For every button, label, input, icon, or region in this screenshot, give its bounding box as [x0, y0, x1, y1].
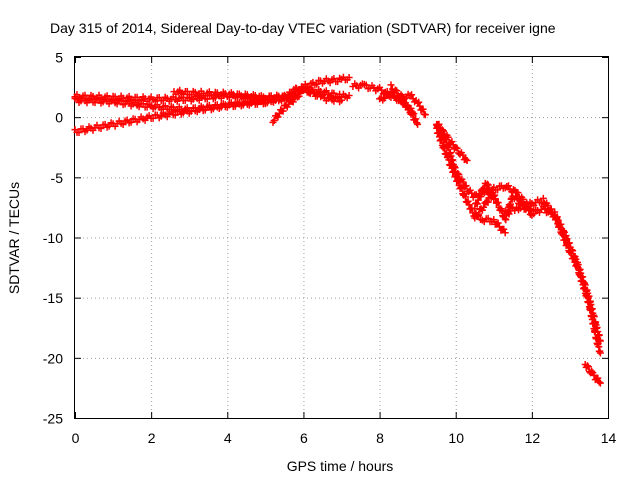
series-arc-16 [551, 208, 604, 345]
marker-cluster [581, 361, 604, 387]
x-tick-label: 10 [448, 430, 464, 446]
y-tick-label: 5 [55, 50, 63, 66]
y-tick-label: -5 [51, 170, 64, 186]
y-tick-labels: 5 0 -5 -10 -15 -20 -25 [43, 50, 63, 427]
x-tick-labels: 0 2 4 6 8 10 12 14 [72, 430, 617, 446]
series-arc-17 [581, 361, 604, 387]
marker-cluster [433, 120, 471, 164]
x-tick-label: 14 [601, 430, 617, 446]
series-arc-9 [387, 81, 429, 119]
y-tick-label: 0 [55, 110, 63, 126]
y-tick-label: -10 [43, 230, 63, 246]
x-tick-label: 4 [224, 430, 232, 446]
marker-cluster [288, 83, 345, 106]
chart-title: Day 315 of 2014, Sidereal Day-to-day VTE… [50, 20, 556, 36]
series-arc-6 [288, 83, 345, 106]
y-axis-label: SDTVAR / TECUs [6, 182, 22, 294]
y-tick-label: -20 [43, 350, 63, 366]
series-arc-12 [433, 120, 471, 164]
x-tick-label: 0 [72, 430, 80, 446]
marker-cluster [551, 208, 604, 345]
x-tick-label: 6 [300, 430, 308, 446]
x-tick-label: 8 [376, 430, 384, 446]
y-tick-label: -25 [43, 411, 63, 427]
series-arc-8 [376, 88, 422, 128]
y-tick-label: -15 [43, 290, 63, 306]
x-tick-label: 12 [525, 430, 541, 446]
x-tick-label: 2 [148, 430, 156, 446]
data-marks [71, 73, 604, 387]
marker-cluster [501, 194, 604, 357]
plot-frame [74, 56, 609, 419]
x-axis-label: GPS time / hours [287, 458, 394, 474]
grid [75, 57, 608, 418]
series-arc-15 [501, 194, 604, 357]
marker-cluster [387, 81, 429, 119]
marker-cluster [376, 88, 422, 128]
axis-ticks [75, 57, 609, 419]
